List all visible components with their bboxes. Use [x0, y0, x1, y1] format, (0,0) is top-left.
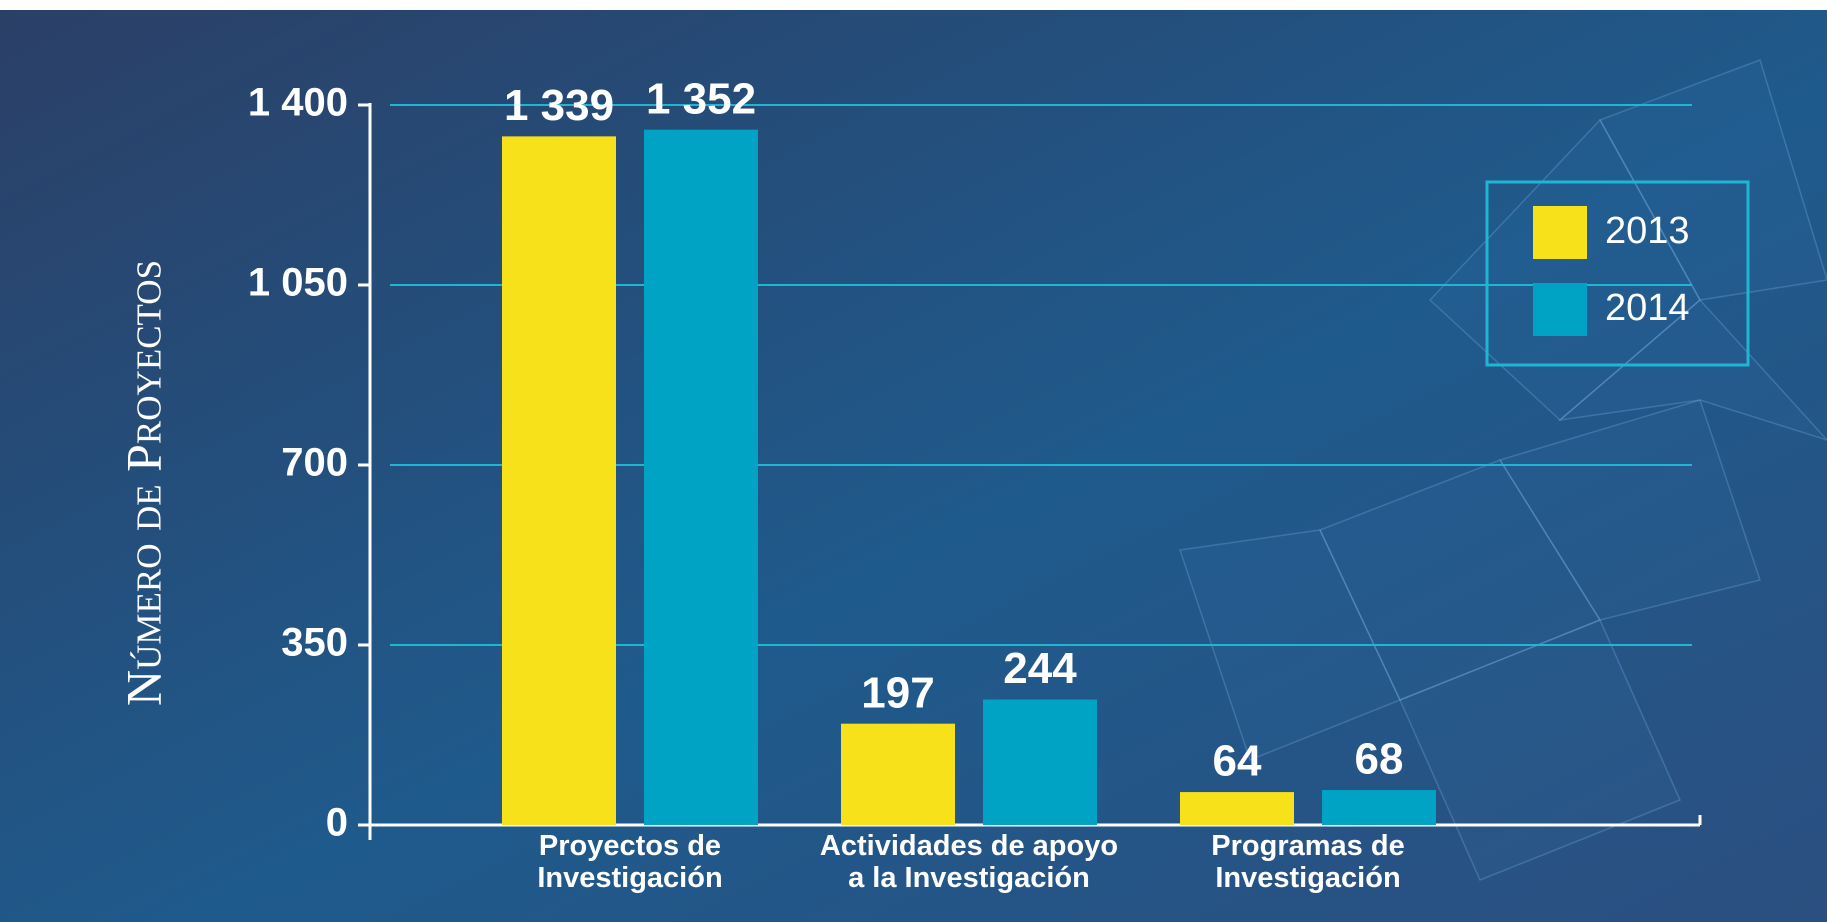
x-tick-label: Programas de Investigación [1211, 830, 1404, 894]
bar [1180, 792, 1294, 825]
legend-label: 2013 [1605, 210, 1690, 252]
y-axis-title: Número de Proyectos [115, 260, 171, 706]
value-label: 64 [1213, 737, 1262, 786]
bar [1322, 790, 1436, 825]
x-tick-label: Proyectos de Investigación [537, 830, 722, 894]
legend-label: 2014 [1605, 287, 1690, 329]
y-tick-label: 700 [281, 441, 348, 485]
top-border [0, 0, 1827, 10]
value-label: 244 [1003, 644, 1077, 693]
bar [644, 129, 758, 825]
legend-swatch [1533, 283, 1587, 336]
legend-swatch [1533, 206, 1587, 259]
value-label: 197 [861, 668, 934, 717]
bar [841, 723, 955, 825]
bar [983, 699, 1097, 825]
value-label: 1 352 [646, 74, 756, 123]
y-tick-label: 0 [326, 801, 348, 845]
x-tick-label: Actividades de apoyo a la Investigación [820, 830, 1118, 894]
y-tick-label: 1 400 [248, 81, 348, 125]
value-label: 1 339 [504, 81, 614, 130]
y-tick-label: 1 050 [248, 261, 348, 305]
network-decoration [1179, 59, 1827, 881]
y-tick-label: 350 [281, 621, 348, 665]
legend-box [1485, 180, 1750, 367]
bar [502, 136, 616, 825]
value-label: 68 [1355, 735, 1404, 784]
